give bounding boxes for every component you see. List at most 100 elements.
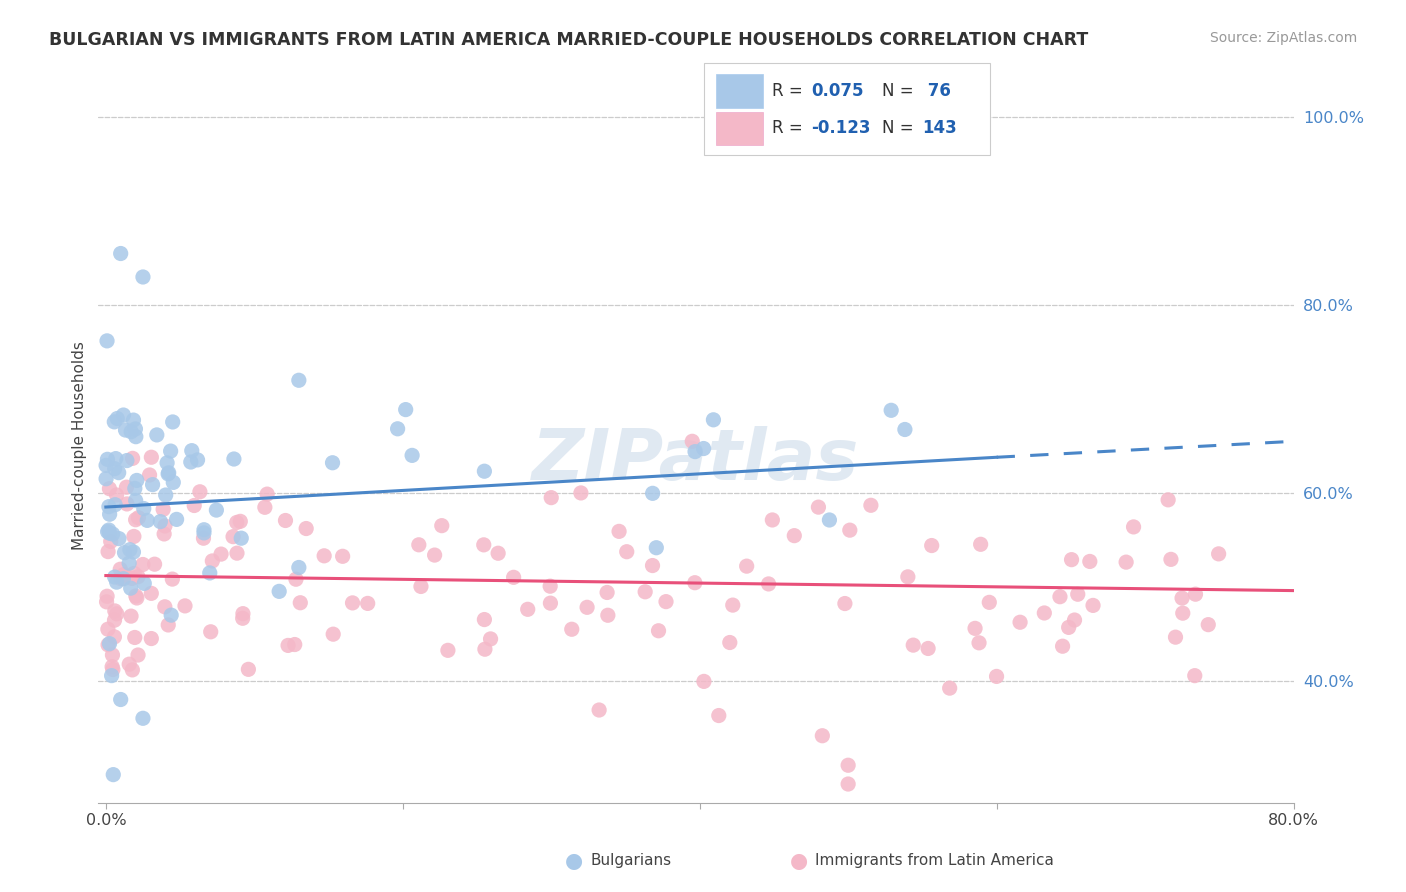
Point (357, 596, 380, 610)
Point (880, 403, 903, 417)
Point (430, 518, 453, 533)
Point (314, 549, 336, 563)
Point (1010, 615, 1032, 630)
Point (288, 560, 311, 574)
Point (645, 541, 668, 555)
Point (103, 630, 125, 644)
Point (474, 642, 496, 657)
Point (104, 604, 127, 618)
Point (132, 711, 155, 725)
Point (903, 638, 925, 652)
Point (692, 442, 714, 456)
Point (125, 589, 148, 603)
Point (124, 482, 146, 496)
Point (159, 444, 181, 458)
Point (94, 458, 117, 473)
Point (288, 373, 311, 387)
Point (702, 413, 724, 427)
Point (576, 600, 599, 615)
Point (122, 413, 145, 427)
Point (124, 513, 146, 527)
Point (838, 523, 860, 537)
Point (1160, 552, 1182, 566)
Point (596, 608, 619, 623)
Point (108, 532, 131, 546)
Point (284, 572, 307, 586)
Point (921, 539, 943, 553)
Point (127, 510, 149, 524)
Point (127, 648, 149, 662)
Point (162, 572, 184, 586)
Point (783, 529, 806, 543)
Point (97, 622, 120, 636)
Point (146, 428, 169, 442)
Point (681, 434, 703, 449)
Point (153, 599, 176, 614)
Point (101, 663, 124, 677)
Point (683, 575, 706, 590)
Point (322, 456, 344, 470)
Point (274, 514, 297, 528)
Point (188, 484, 211, 499)
Point (112, 572, 135, 586)
Point (98, 482, 121, 496)
Point (97, 638, 120, 652)
Point (142, 477, 165, 491)
Point (232, 611, 254, 625)
Point (201, 554, 224, 568)
Point (105, 607, 128, 621)
Point (538, 579, 561, 593)
Point (986, 669, 1008, 683)
Point (124, 493, 146, 508)
Text: ●: ● (790, 851, 808, 871)
Point (143, 557, 166, 571)
Point (141, 632, 163, 646)
Point (225, 516, 247, 530)
Point (153, 527, 176, 541)
Point (166, 512, 188, 526)
Point (115, 453, 138, 467)
Point (138, 467, 160, 482)
Point (1171, 591, 1194, 605)
Point (97, 524, 120, 539)
Point (1115, 555, 1137, 569)
Point (120, 425, 142, 439)
Point (837, 758, 859, 772)
Point (811, 729, 834, 743)
Point (198, 566, 221, 580)
Point (141, 450, 163, 465)
Point (634, 584, 657, 599)
Point (103, 767, 125, 781)
Point (269, 584, 291, 599)
Point (100, 668, 122, 682)
Point (226, 546, 249, 560)
Point (232, 607, 254, 621)
Point (124, 422, 146, 436)
Point (209, 547, 232, 561)
Text: Bulgarians: Bulgarians (591, 854, 672, 868)
Text: R =: R = (772, 120, 808, 137)
Text: Source: ZipAtlas.com: Source: ZipAtlas.com (1209, 31, 1357, 45)
Point (157, 466, 180, 480)
Point (101, 527, 124, 541)
Point (101, 648, 124, 662)
Point (120, 581, 142, 595)
Point (479, 632, 502, 646)
Text: 76: 76 (922, 82, 952, 100)
Text: 143: 143 (922, 120, 957, 137)
Point (97, 544, 120, 558)
Point (894, 422, 917, 436)
Point (834, 597, 856, 611)
Point (180, 443, 202, 458)
Point (342, 596, 364, 610)
Point (409, 579, 432, 593)
Point (1122, 520, 1144, 534)
Text: 0.075: 0.075 (811, 82, 863, 100)
Point (149, 515, 172, 529)
Point (516, 602, 538, 616)
Point (1157, 492, 1180, 507)
Point (897, 570, 920, 584)
Text: N =: N = (882, 120, 918, 137)
Point (155, 488, 177, 502)
Point (141, 586, 163, 600)
